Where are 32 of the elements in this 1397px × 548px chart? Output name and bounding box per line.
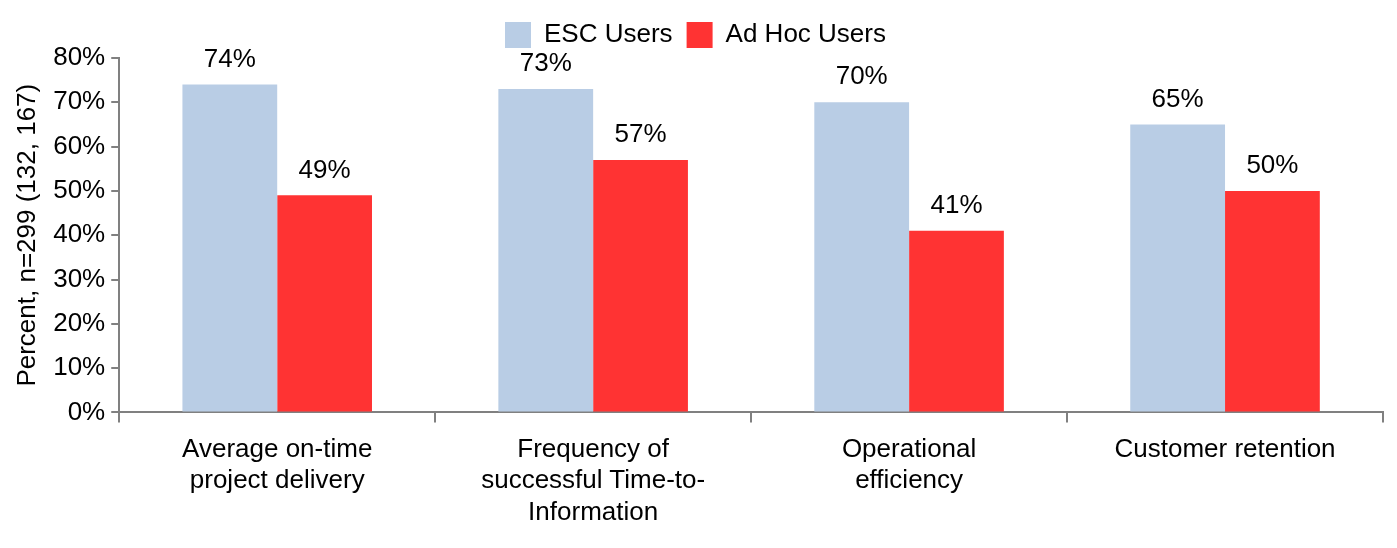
data-label: 73% [519, 47, 572, 78]
bar [182, 84, 278, 412]
y-tick-label: 80% [53, 41, 106, 72]
y-tick-label: 10% [53, 351, 106, 382]
bar [1225, 190, 1320, 412]
y-tick-label: 70% [53, 85, 106, 116]
x-tick-label: Customer retention [1114, 433, 1336, 464]
y-tick-label: 40% [53, 218, 106, 249]
bar [909, 230, 1004, 412]
data-label: 41% [930, 188, 983, 219]
y-tick-label: 0% [67, 395, 106, 426]
y-tick-label: 20% [53, 306, 106, 337]
x-tick-label: Average on-time project delivery [182, 433, 373, 495]
bar [814, 102, 910, 412]
bar [1130, 124, 1226, 412]
legend-label: ESC Users [544, 18, 673, 49]
data-label: 70% [835, 60, 888, 91]
legend-label: Ad Hoc Users [725, 18, 886, 49]
x-tick-label: Operational efficiency [841, 433, 977, 495]
data-label: 50% [1246, 149, 1299, 180]
y-tick-label: 30% [53, 262, 106, 293]
x-tick-label: Frequency of successful Time-to-Information [481, 433, 706, 526]
y-tick-label: 50% [53, 174, 106, 205]
data-label: 57% [614, 118, 667, 149]
bar [277, 195, 372, 412]
y-tick-label: 60% [53, 129, 106, 160]
bar [593, 159, 688, 412]
data-label: 74% [203, 42, 256, 73]
bar [498, 89, 594, 412]
data-label: 49% [298, 153, 351, 184]
data-label: 65% [1151, 82, 1204, 113]
y-axis-title: Percent, n=299 (132, 167) [10, 83, 41, 387]
